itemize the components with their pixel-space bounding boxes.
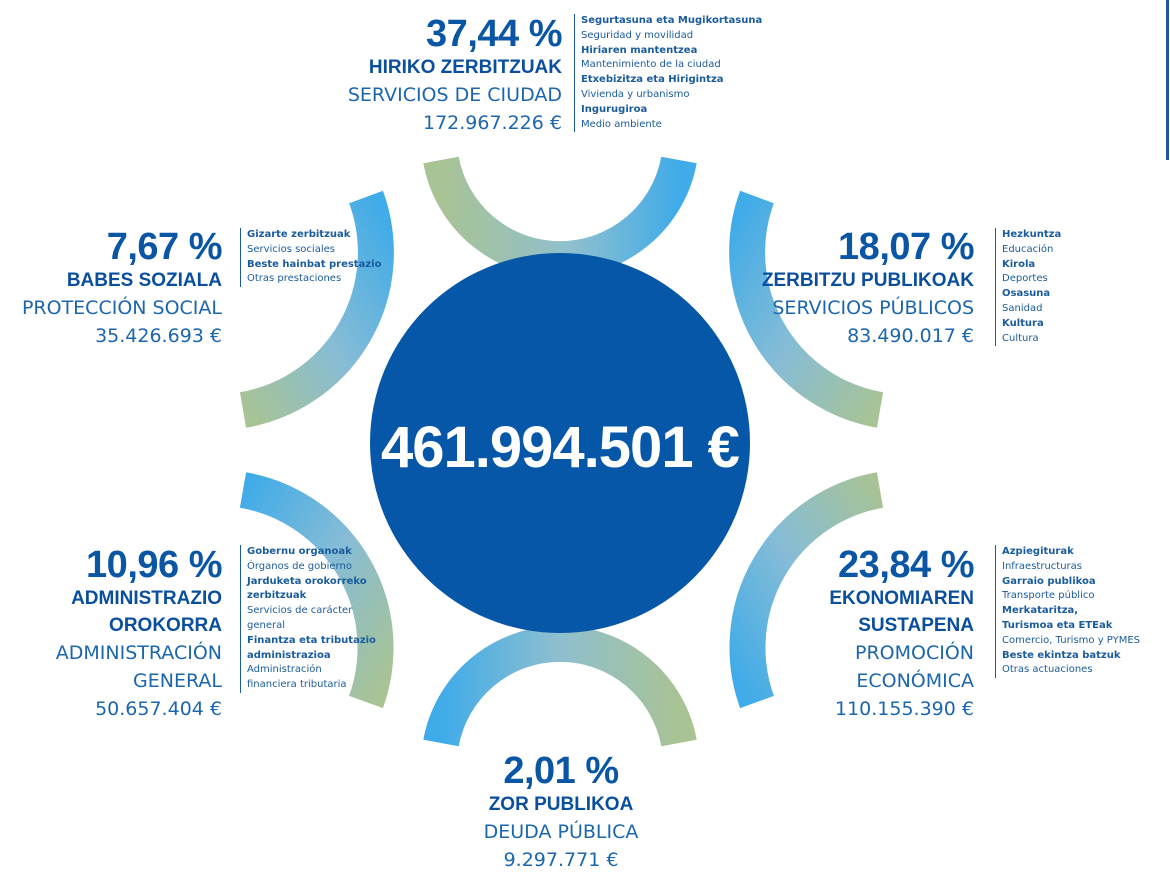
detail-label-eu: Jarduketa orokorreko [247,575,367,587]
segment-name-eu: SUSTAPENA [858,615,974,636]
segment-name-es: ECONÓMICA [856,670,974,692]
arc-ekonomia [729,472,884,709]
segment-name-es: GENERAL [133,670,222,692]
detail-label-eu: Segurtasuna eta Mugikortasuna [581,15,763,26]
segment-name-eu: BABES SOZIALA [66,270,222,291]
arc-administrazio [239,472,394,709]
detail-label-eu: Beste hainbat prestazio [247,258,382,270]
segment-amount: 35.426.693 € [95,325,222,347]
segment-ekonomia: 23,84 % EKONOMIAREN SUSTAPENA PROMOCIÓN ECON… [740,545,974,723]
page-edge-bar [1166,0,1169,160]
segment-zerbitzu: 18,07 % ZERBITZU PUBLIKOAK SERVICIOS PÚBLI… [710,226,975,350]
segment-name-es: PROMOCIÓN [854,642,974,664]
detail-label-es: Órganos de gobierno [247,560,352,572]
segment-name-es: DEUDA PÚBLICA [483,821,639,843]
detail-label-eu: Gizarte zerbitzuak [247,229,351,240]
detail-label-es: Deportes [1002,273,1048,285]
segment-percent: 2,01 % [503,750,619,792]
segment-name-eu: ZERBITZU PUBLIKOAK [761,270,974,291]
segment-amount: 83.490.017 € [847,325,974,347]
arc-hiriko [423,156,697,278]
segment-percent: 7,67 % [106,226,223,268]
details-administrazio: Gobernu organoak Órganos de gobierno Jardu… [240,545,376,693]
segment-name-eu: OROKORRA [109,615,222,636]
segment-percent: 10,96 % [86,544,222,586]
segment-name-es: PROTECCIÓN SOCIAL [21,297,222,319]
detail-label-es: Mantenimiento de la ciudad [581,59,721,71]
detail-label-es: Medio ambiente [581,118,662,130]
detail-label-eu: zerbitzuak [247,590,307,602]
detail-label-es: Transporte público [1002,590,1095,602]
detail-label-es: general [247,619,286,631]
segment-name-es: ADMINISTRACIÓN [55,642,222,664]
segment-percent: 18,07 % [838,226,974,268]
detail-label-eu: Turismoa eta ETEak [1002,619,1113,631]
segment-percent: 23,84 % [838,544,974,586]
details-zerbitzu: Hezkuntza Educación Kirola Deportes Osasuna S… [995,228,1062,347]
segment-amount: 9.297.771 € [503,849,619,871]
details-babes: Gizarte zerbitzuak Servicios sociales Best… [240,228,382,288]
detail-label-es: Infraestructuras [1002,560,1082,572]
center-circle [370,253,750,633]
segment-hiriko: 37,44 % HIRIKO ZERBITZUAK SERVICIOS DE CIU… [300,13,563,137]
segment-amount: 50.657.404 € [95,698,222,720]
detail-label-eu: Azpiegiturak [1002,546,1074,557]
detail-label-es: Cultura [1002,332,1039,344]
arc-zerbitzu [729,190,884,428]
detail-label-eu: Ingurugiroa [581,103,648,115]
details-hiriko: Segurtasuna eta Mugikortasuna Seguridad y… [574,14,763,133]
detail-label-es: financiera tributaria [247,679,347,691]
segment-name-eu: HIRIKO ZERBITZUAK [368,57,562,78]
detail-label-es: Otras actuaciones [1002,664,1093,676]
segment-babes: 7,67 % BABES SOZIALA PROTECCIÓN SOCIAL 35.4… [10,226,223,350]
detail-label-eu: Garraio publikoa [1002,575,1096,587]
arc-babes [239,190,394,428]
detail-label-eu: Merkataritza, [1002,605,1079,617]
segment-administrazio: 10,96 % ADMINISTRAZIO OROKORRA ADMINISTRACI… [10,544,223,723]
segment-name-es: SERVICIOS DE CIUDAD [347,84,562,106]
segment-percent: 37,44 % [426,13,562,55]
segment-zor: 2,01 % ZOR PUBLIKOA DEUDA PÚBLICA 9.297.771… [421,751,701,874]
detail-label-eu: Finantza eta tributazio [247,634,376,646]
detail-label-es: Vivienda y urbanismo [581,88,690,100]
arc-zor [423,625,697,747]
detail-label-eu: Beste ekintza batzuk [1002,649,1121,661]
detail-label-es: Seguridad y movilidad [581,29,694,41]
detail-label-es: Comercio, Turismo y PYMES [1002,634,1141,646]
segment-name-eu: ADMINISTRAZIO [71,588,222,609]
detail-label-eu: administrazioa [247,649,331,661]
detail-label-eu: Osasuna [1002,288,1051,300]
segment-name-eu: EKONOMIAREN [829,588,974,609]
detail-label-es: Servicios de carácter [247,605,353,617]
segment-amount: 172.967.226 € [422,112,562,134]
detail-label-eu: Gobernu organoak [247,546,352,557]
detail-label-eu: Kultura [1002,317,1044,329]
detail-label-es: Sanidad [1002,302,1043,314]
detail-label-es: Otras prestaciones [247,273,342,285]
detail-label-eu: Etxebizitza eta Hirigintza [581,74,724,86]
detail-label-es: Educación [1002,243,1054,255]
segment-amount: 110.155.390 € [834,698,974,720]
detail-label-eu: Hiriaren mantentzea [581,44,698,56]
detail-label-es: Administración [247,664,322,676]
segment-name-eu: ZOR PUBLIKOA [488,794,634,815]
detail-label-eu: Kirola [1002,258,1036,270]
segment-name-es: SERVICIOS PÚBLICOS [772,297,974,319]
detail-label-es: Servicios sociales [247,243,335,255]
detail-label-eu: Hezkuntza [1002,229,1062,240]
details-ekonomia: Azpiegiturak Infraestructuras Garraio publ… [995,545,1141,679]
center-total-amount: 461.994.501 € [381,415,740,480]
